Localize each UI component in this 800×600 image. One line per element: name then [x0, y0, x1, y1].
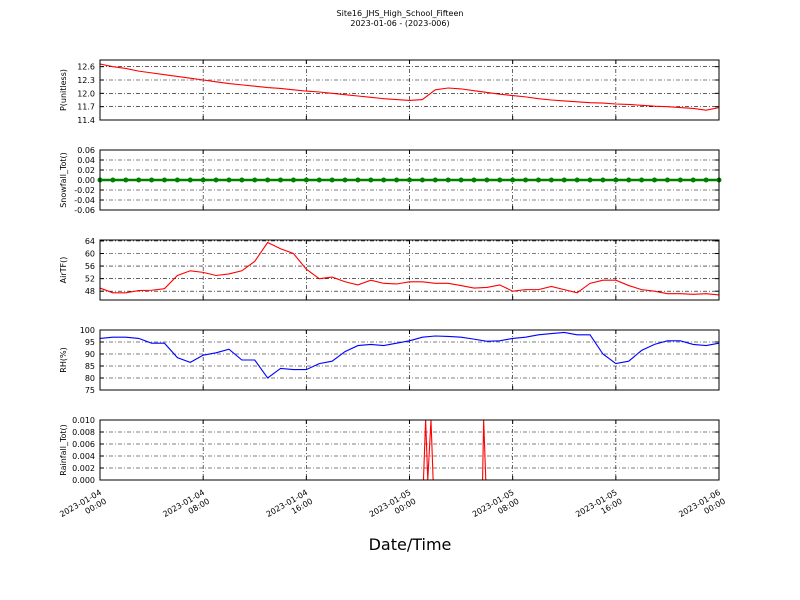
y-tick-label: 48 — [85, 287, 95, 296]
y-tick-label: 0.06 — [77, 146, 95, 155]
data-point — [123, 177, 129, 183]
y-tick-label: 52 — [85, 275, 95, 284]
y-tick-label: 95 — [85, 338, 95, 347]
chart-title: Site16_JHS_High_School_Fifteen — [337, 9, 464, 18]
data-point — [136, 177, 142, 183]
data-point — [407, 177, 412, 183]
data-line — [99, 63, 720, 111]
y-tick-label: 0.010 — [72, 416, 95, 425]
plot-frame — [99, 419, 720, 481]
y-tick-label: 90 — [85, 350, 95, 359]
y-tick-label: 60 — [85, 250, 95, 259]
y-axis-label: Snowfall_Tot() — [59, 152, 68, 208]
data-point — [187, 177, 193, 183]
y-tick-label: -0.06 — [74, 206, 95, 215]
plot-frame — [99, 239, 720, 301]
data-point — [200, 177, 206, 183]
x-axis-label: Date/Time — [369, 535, 452, 554]
y-tick-label: -0.04 — [74, 196, 95, 205]
y-tick-label: 11.7 — [77, 103, 95, 112]
y-tick-label: 80 — [85, 374, 95, 383]
data-point — [316, 177, 322, 183]
data-point — [394, 177, 400, 183]
y-tick-label: 56 — [85, 262, 95, 271]
data-point — [213, 177, 219, 183]
data-point — [471, 177, 477, 183]
y-tick-label: 0.002 — [72, 464, 95, 473]
data-point — [561, 177, 567, 183]
data-line — [100, 419, 719, 481]
data-line — [99, 241, 720, 296]
data-point — [265, 177, 271, 183]
data-point — [239, 177, 245, 183]
data-point — [252, 177, 258, 183]
data-point — [368, 177, 374, 183]
y-tick-label: 0.04 — [77, 156, 95, 165]
y-tick-label: 11.4 — [77, 116, 95, 125]
data-point — [290, 177, 296, 183]
y-tick-label: 12.0 — [77, 89, 95, 98]
data-point — [110, 177, 116, 183]
data-point — [652, 177, 658, 183]
y-tick-label: 64 — [85, 237, 95, 246]
data-point — [432, 177, 438, 183]
y-tick-label: 85 — [85, 362, 95, 371]
y-axis-label: Rainfall_Tot() — [59, 424, 68, 476]
data-point — [174, 177, 180, 183]
data-point — [690, 177, 696, 183]
data-point — [458, 177, 464, 183]
data-line — [99, 331, 720, 379]
y-tick-label: 0.004 — [72, 452, 95, 461]
data-point — [677, 177, 683, 183]
data-point — [664, 177, 670, 183]
data-point — [626, 177, 632, 183]
data-point — [574, 177, 580, 183]
data-point — [278, 177, 284, 183]
y-tick-label: 0.006 — [72, 440, 95, 449]
data-point — [639, 177, 645, 183]
y-tick-label: 12.6 — [77, 63, 95, 72]
data-point — [510, 177, 516, 183]
plot-frame — [99, 329, 720, 391]
data-point — [355, 177, 361, 183]
data-point — [161, 177, 167, 183]
data-point — [613, 177, 619, 183]
y-tick-label: 100 — [80, 326, 95, 335]
data-point — [303, 177, 309, 183]
data-point — [548, 177, 554, 183]
data-point — [226, 177, 232, 183]
data-point — [149, 177, 155, 183]
y-tick-label: 0.00 — [77, 176, 95, 185]
data-point — [329, 177, 335, 183]
data-point — [342, 177, 348, 183]
data-point — [381, 177, 387, 183]
y-axis-label: P(unitless) — [59, 69, 68, 111]
data-point — [587, 177, 593, 183]
data-point — [523, 177, 529, 183]
y-tick-label: 0.02 — [77, 166, 95, 175]
chart-subtitle: 2023-01-06 - (2023-006) — [350, 19, 449, 28]
data-point — [535, 177, 541, 183]
data-point — [484, 177, 490, 183]
y-tick-label: 12.3 — [77, 76, 95, 85]
y-tick-label: 0.000 — [72, 476, 95, 485]
y-tick-label: -0.02 — [74, 186, 95, 195]
data-point — [703, 177, 709, 183]
y-axis-label: RH(%) — [59, 347, 68, 372]
data-point — [445, 177, 451, 183]
y-tick-label: 0.008 — [72, 428, 95, 437]
data-point — [497, 177, 503, 183]
data-point — [419, 177, 425, 183]
plot-frame — [99, 59, 720, 121]
y-axis-label: AirTF() — [59, 257, 68, 284]
data-point — [600, 177, 606, 183]
plot-frame — [99, 149, 720, 211]
y-tick-label: 75 — [85, 386, 95, 395]
